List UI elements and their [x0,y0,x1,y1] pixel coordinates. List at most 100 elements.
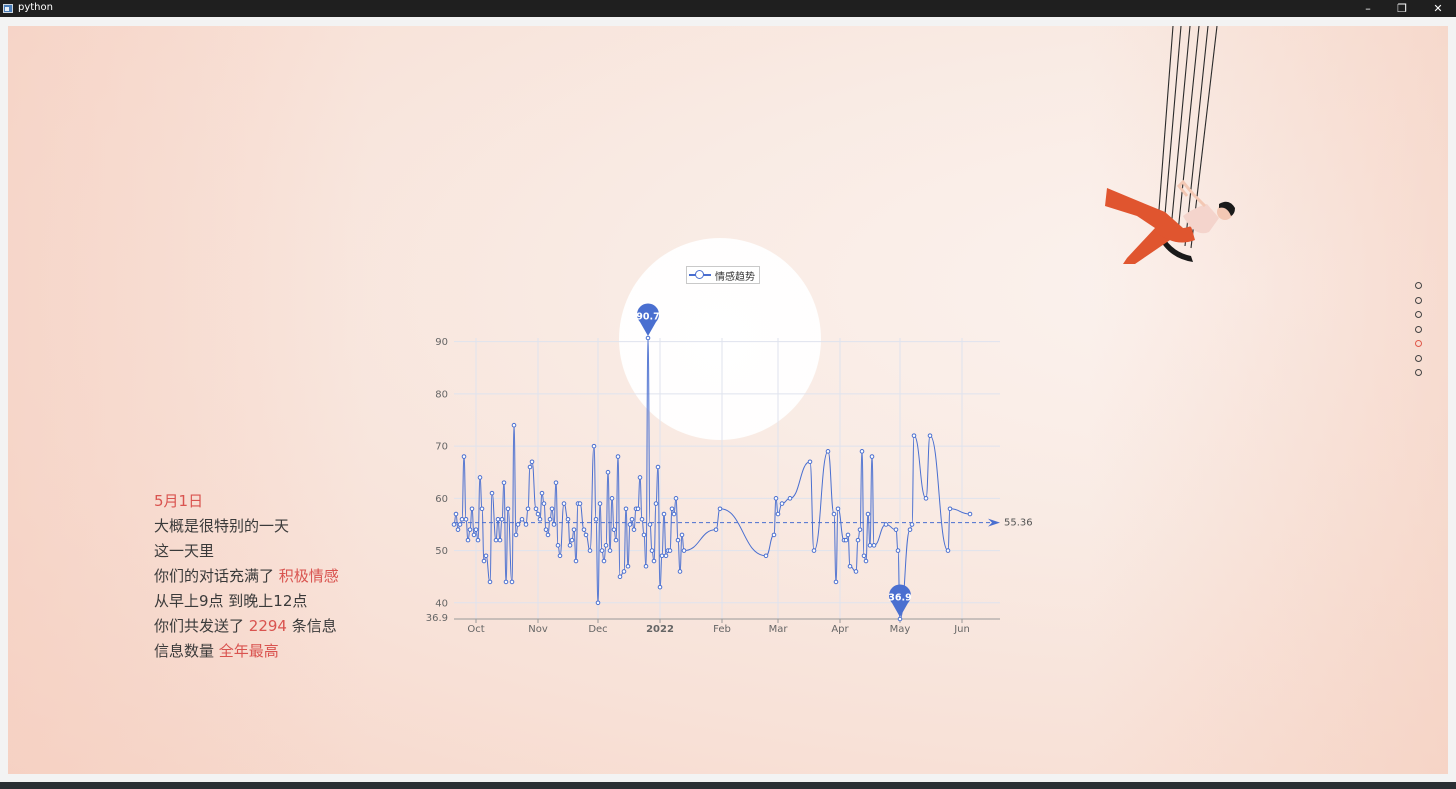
nav-dot-2[interactable] [1415,296,1422,304]
data-point [613,537,619,543]
chart-axes: 90 80 70 60 50 40 36.9 Oct Nov Dec 2022 Feb Mar Apr Ma… [426,337,1000,635]
nav-dot-1[interactable] [1415,282,1422,289]
data-point [587,548,593,553]
data-point [779,501,785,506]
data-point [657,584,663,590]
max-pin-label: 90.7 [636,312,659,323]
data-point [493,537,499,543]
data-point [649,548,655,553]
data-point [567,543,573,548]
data-point [527,464,533,470]
story-line-6-prefix: 信息数量 [154,642,215,660]
data-point [653,501,659,506]
data-point [581,527,587,532]
data-point [593,516,599,522]
story-line-3-prefix: 你们的对话充满了 [154,567,275,585]
positive-sentiment-highlight: 积极情感 [278,567,339,585]
restore-button[interactable]: ❐ [1397,2,1407,15]
max-pin [637,303,659,336]
story-line-5-prefix: 你们共发送了 [154,617,245,635]
data-point [775,511,781,517]
y-tick-label: 90 [435,337,448,348]
torso [1183,204,1219,234]
data-point [541,501,547,506]
data-point [911,433,917,438]
data-point [611,527,617,532]
data-point [641,532,647,538]
series-points [451,335,973,622]
data-point [501,480,507,485]
story-date: 5月1日 [154,492,204,510]
chart-legend[interactable]: 情感趋势 [686,266,760,284]
extreme-markers: 90.7 36.9 [636,303,912,617]
data-point [677,569,683,574]
data-point [667,548,673,553]
data-point [561,501,567,506]
data-point [655,464,661,470]
data-point [773,496,779,501]
data-point [893,527,899,532]
story-line-5: 你们共发送了 2294 条信息 [154,614,339,639]
data-point [617,574,623,579]
data-point [713,527,719,532]
swing-seat [1157,232,1193,262]
close-button[interactable]: ✕ [1433,2,1443,15]
data-point [867,543,873,548]
swing-person-illustration [1105,26,1235,264]
y-min-label: 36.9 [426,613,448,624]
data-point [497,537,503,543]
data-point [573,558,579,564]
nav-dot-6[interactable] [1415,354,1422,362]
data-point [503,579,509,585]
nav-dot-4[interactable] [1415,325,1422,333]
data-point [591,443,597,449]
story-line-3: 你们的对话充满了 积极情感 [154,564,339,589]
data-point [495,516,501,522]
data-point [631,527,637,532]
data-point [623,506,629,512]
nav-dot-7[interactable] [1415,369,1422,376]
x-tick-label: Oct [467,624,484,635]
data-point [627,522,633,527]
data-point [869,454,875,459]
nav-dot-3[interactable] [1415,311,1422,318]
nav-dot-5[interactable] [1415,340,1422,347]
data-point [583,532,589,538]
legs [1105,188,1183,264]
data-point [477,475,483,480]
data-point [513,532,519,538]
data-point [499,516,505,522]
data-point [511,422,517,428]
data-point [855,537,861,543]
data-point [553,480,559,485]
data-point [639,516,645,522]
data-point [945,548,951,553]
data-point [571,527,577,532]
min-pin-label: 36.9 [888,593,911,604]
data-point [465,537,471,543]
data-point [547,516,553,522]
data-point [675,537,681,543]
data-point [537,516,543,522]
data-point [543,527,549,532]
data-point [609,496,615,501]
data-point [577,501,583,506]
data-point [635,506,641,512]
data-point [947,506,953,512]
minimize-button[interactable]: – [1365,2,1371,15]
data-point [551,522,557,527]
x-tick-label: May [890,624,911,635]
data-point [679,532,685,538]
story-line-2: 这一天里 [154,542,215,560]
data-point [831,511,837,517]
data-point [861,553,867,559]
data-point [487,579,493,585]
data-point [473,527,479,532]
y-tick-label: 50 [435,546,448,557]
data-point [523,522,529,527]
data-point [771,532,777,538]
data-point [505,506,511,512]
data-point [483,553,489,559]
y-tick-label: 60 [435,494,448,505]
data-point [883,522,889,527]
